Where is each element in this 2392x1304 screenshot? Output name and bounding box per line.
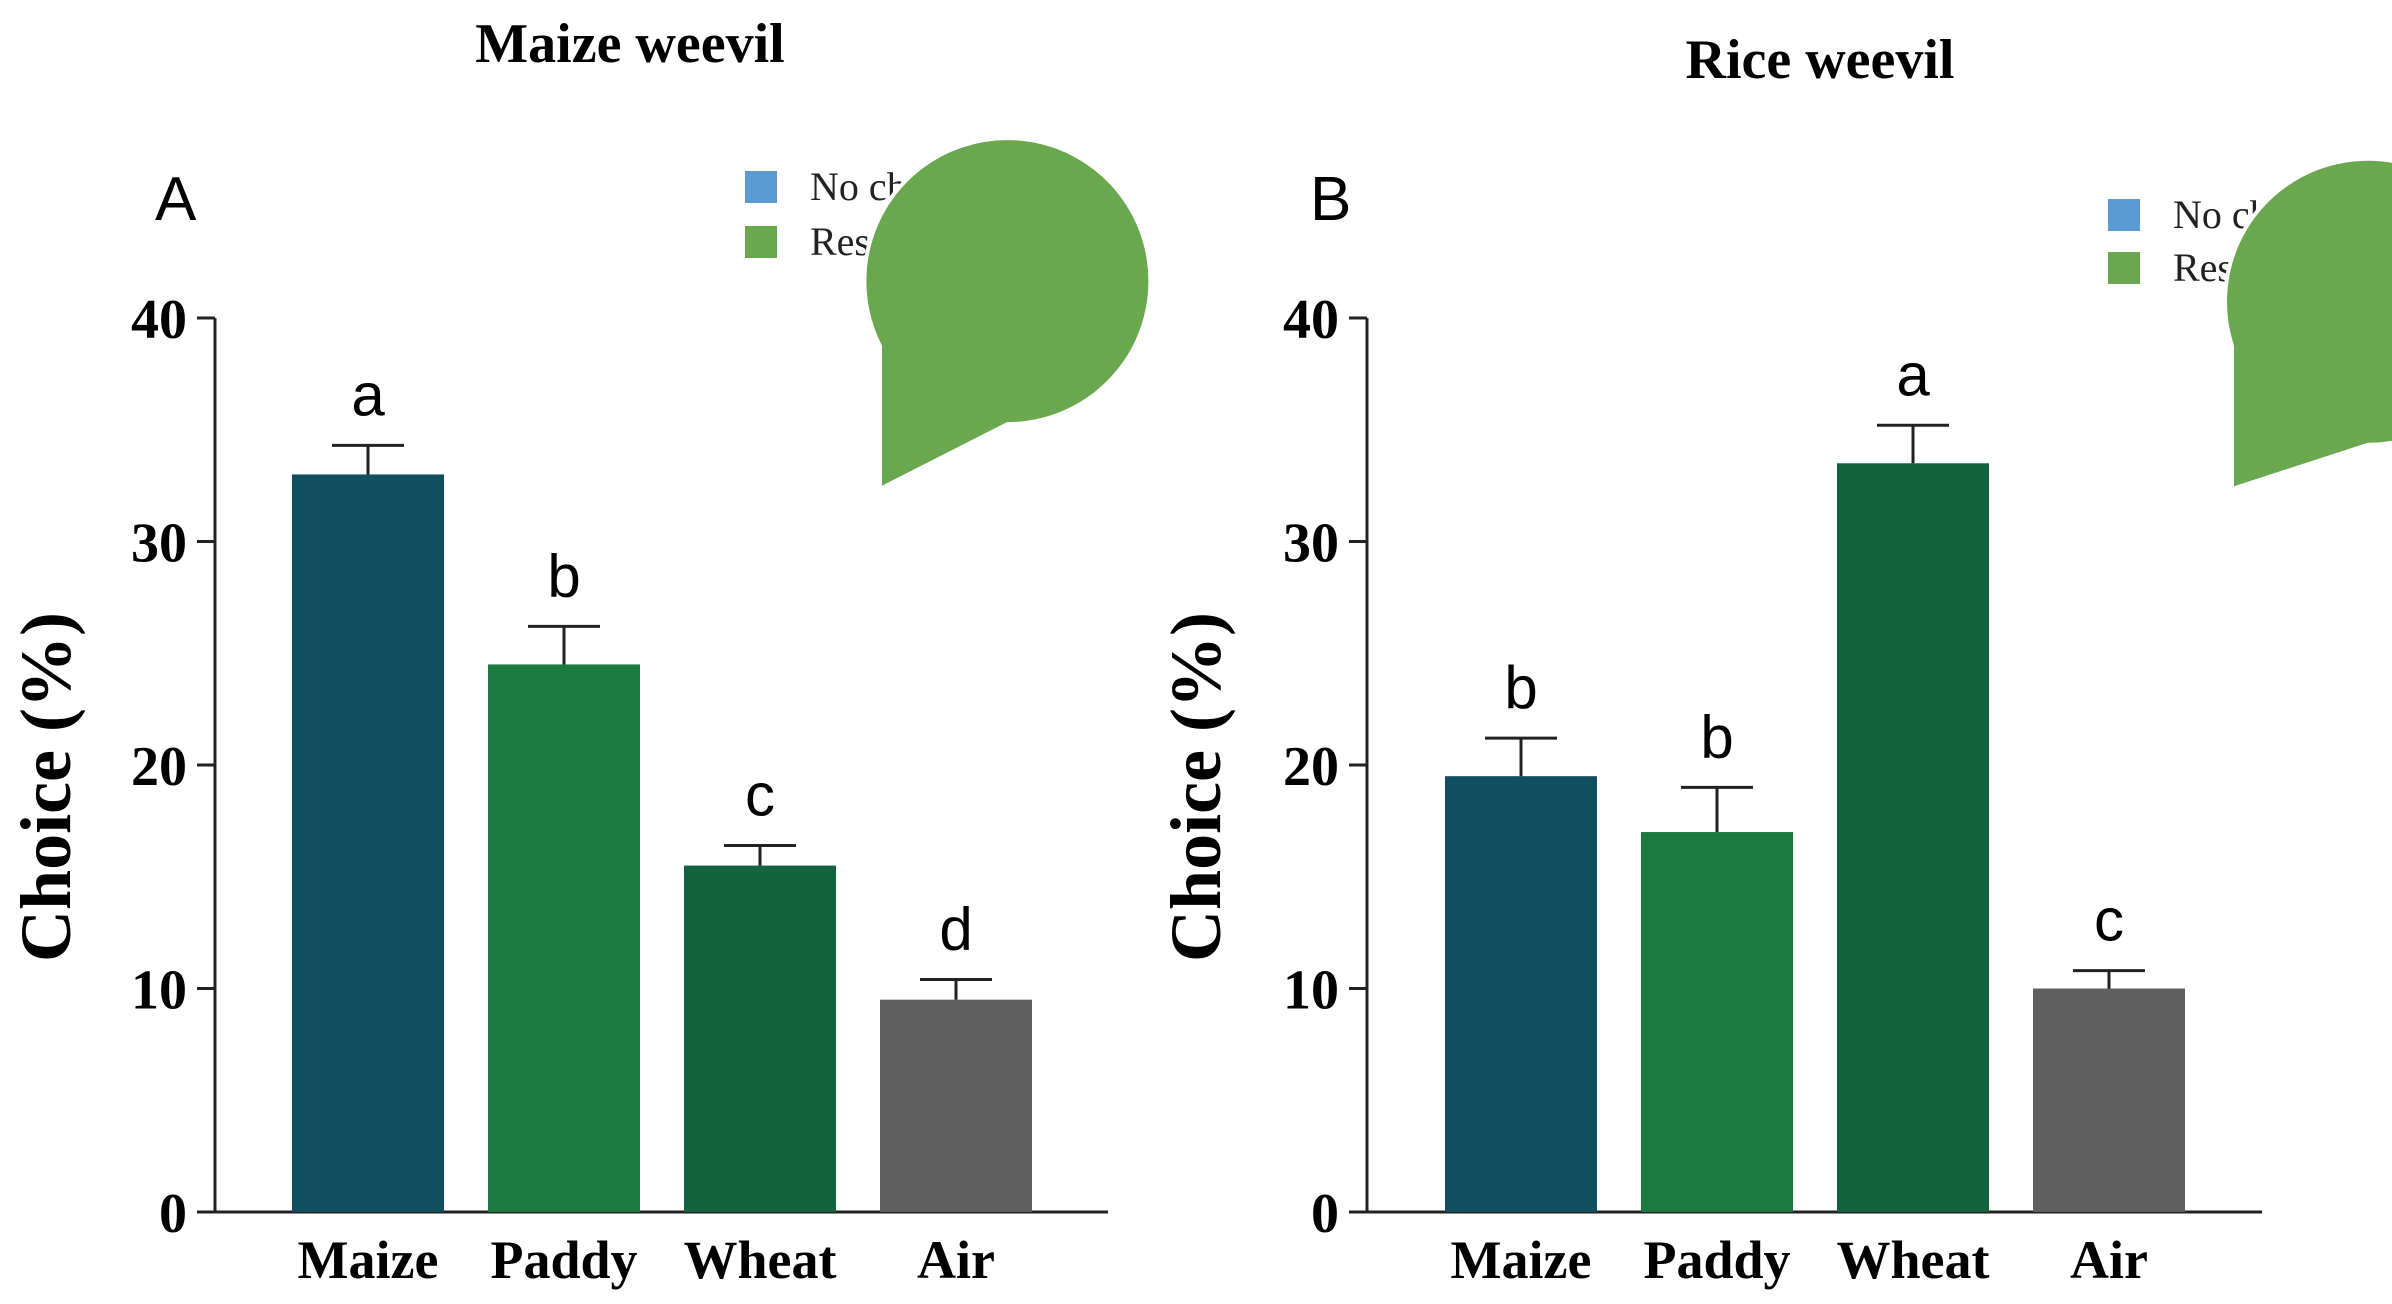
chart-panel-a: Maize weevil A 0 10 20 30 40 Choice (%) a Maize b P…	[6, 13, 1153, 1290]
legend-swatch	[745, 171, 777, 203]
y-tick-label: 10	[1283, 960, 1339, 1022]
y-tick-label: 20	[1283, 736, 1339, 798]
pie-slice-label: 80%	[2165, 513, 2235, 555]
y-tick-label: 30	[1283, 513, 1339, 575]
panel-label: A	[155, 165, 197, 234]
y-tick-label: 40	[131, 289, 187, 351]
significance-letter: a	[1896, 341, 1930, 408]
significance-letter: b	[547, 542, 580, 609]
significance-letter: a	[351, 361, 385, 428]
y-tick-label: 10	[131, 960, 187, 1022]
significance-letter: b	[1504, 654, 1537, 721]
x-tick-label: Air	[917, 1230, 995, 1290]
y-axis-label: Choice (%)	[1156, 612, 1236, 962]
y-tick-label: 0	[159, 1183, 187, 1245]
x-tick-label: Maize	[298, 1230, 439, 1290]
bar-air	[880, 999, 1032, 1212]
y-tick-label: 40	[1283, 289, 1339, 351]
x-tick-label: Wheat	[1837, 1230, 1990, 1290]
bar-wheat	[1837, 463, 1989, 1212]
y-tick-label: 0	[1311, 1183, 1339, 1245]
panel-label: B	[1310, 165, 1351, 234]
bar-maize	[292, 474, 444, 1212]
x-tick-label: Wheat	[684, 1230, 837, 1290]
y-axis-label: Choice (%)	[6, 612, 86, 962]
y-tick-label: 30	[131, 513, 187, 575]
y-tick-label: 20	[131, 736, 187, 798]
significance-letter: c	[745, 761, 775, 828]
x-tick-label: Maize	[1451, 1230, 1592, 1290]
bar-air	[2033, 988, 2185, 1212]
bar-paddy	[1641, 832, 1793, 1212]
bar-paddy	[488, 664, 640, 1212]
x-tick-label: Paddy	[1643, 1230, 1790, 1290]
legend-swatch	[2108, 199, 2140, 231]
pie-slice-label: 82.5%	[803, 515, 901, 557]
pie-slice	[2223, 156, 2392, 492]
significance-letter: c	[2094, 887, 2124, 954]
bar-wheat	[684, 865, 836, 1212]
legend-swatch	[2108, 252, 2140, 284]
pie-slice	[862, 136, 1153, 493]
legend-swatch	[745, 226, 777, 258]
chart-title: Maize weevil	[475, 13, 784, 75]
x-tick-label: Air	[2070, 1230, 2148, 1290]
chart-title: Rice weevil	[1686, 29, 1955, 91]
chart-panel-b: Rice weevil B 0 10 20 30 40 Choice (%) b Maize b Pa…	[1156, 29, 2392, 1290]
bar-maize	[1445, 776, 1597, 1212]
x-tick-label: Paddy	[490, 1230, 637, 1290]
significance-letter: d	[939, 896, 972, 963]
significance-letter: b	[1700, 703, 1733, 770]
